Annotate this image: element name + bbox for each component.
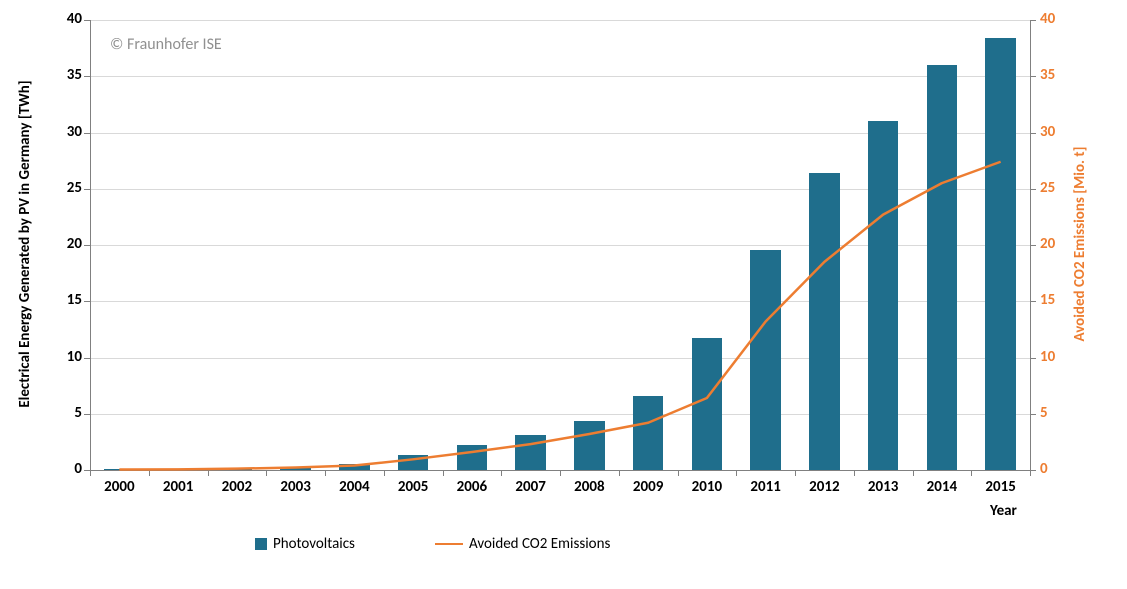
x-tick-label: 2007 <box>501 478 560 496</box>
x-tick-mark <box>501 470 502 476</box>
x-tick-mark <box>971 470 972 476</box>
legend-item-bars: Photovoltaics <box>255 535 355 553</box>
y-left-tick-label: 35 <box>48 66 82 84</box>
y-axis-left-label: Electrical Energy Generated by PV in Ger… <box>16 64 34 424</box>
x-tick-mark <box>619 470 620 476</box>
y-right-tick-label: 25 <box>1040 179 1074 197</box>
x-tick-mark <box>854 470 855 476</box>
legend-swatch-line <box>435 543 463 546</box>
y-left-tick-label: 5 <box>48 404 82 422</box>
x-tick-mark <box>325 470 326 476</box>
plot-area: 0510152025303540051015202530354020002001… <box>90 20 1030 470</box>
line-series <box>90 20 1030 470</box>
x-tick-label: 2006 <box>443 478 502 496</box>
x-tick-label: 2013 <box>854 478 913 496</box>
legend-swatch-bar <box>255 538 267 550</box>
x-tick-label: 2008 <box>560 478 619 496</box>
y-left-tick-label: 0 <box>48 460 82 478</box>
x-axis-label: Year <box>990 502 1017 520</box>
y-left-tick-label: 15 <box>48 291 82 309</box>
x-tick-mark <box>90 470 91 476</box>
y-right-tick-label: 5 <box>1040 404 1074 422</box>
x-tick-mark <box>149 470 150 476</box>
x-tick-label: 2003 <box>266 478 325 496</box>
y-left-tick-label: 10 <box>48 348 82 366</box>
x-tick-label: 2000 <box>90 478 149 496</box>
chart-container: © Fraunhofer ISE Electrical Energy Gener… <box>0 0 1127 589</box>
y-left-tick-label: 30 <box>48 123 82 141</box>
x-tick-mark <box>913 470 914 476</box>
axis-line-right <box>1030 20 1031 470</box>
x-tick-mark <box>208 470 209 476</box>
legend-item-line: Avoided CO2 Emissions <box>435 535 610 553</box>
x-tick-label: 2005 <box>384 478 443 496</box>
y-right-tick-label: 35 <box>1040 66 1074 84</box>
y-right-tick-label: 30 <box>1040 123 1074 141</box>
x-tick-mark <box>560 470 561 476</box>
x-tick-mark <box>736 470 737 476</box>
x-tick-label: 2012 <box>795 478 854 496</box>
y-left-tick-label: 25 <box>48 179 82 197</box>
x-tick-mark <box>266 470 267 476</box>
x-tick-label: 2009 <box>619 478 678 496</box>
x-tick-label: 2010 <box>678 478 737 496</box>
x-tick-label: 2014 <box>913 478 972 496</box>
x-tick-label: 2011 <box>736 478 795 496</box>
x-tick-mark <box>443 470 444 476</box>
legend-label-bars: Photovoltaics <box>273 535 355 553</box>
y-right-tick-label: 20 <box>1040 235 1074 253</box>
x-tick-mark <box>384 470 385 476</box>
x-tick-mark <box>1030 470 1031 476</box>
x-tick-label: 2015 <box>971 478 1030 496</box>
legend: Photovoltaics Avoided CO2 Emissions <box>255 535 610 553</box>
y-left-tick-label: 20 <box>48 235 82 253</box>
y-right-tick-label: 15 <box>1040 291 1074 309</box>
x-tick-label: 2002 <box>208 478 267 496</box>
x-tick-mark <box>795 470 796 476</box>
y-right-tick-label: 0 <box>1040 460 1074 478</box>
x-tick-mark <box>678 470 679 476</box>
y-right-tick-label: 40 <box>1040 10 1074 28</box>
legend-label-line: Avoided CO2 Emissions <box>469 535 610 553</box>
x-tick-label: 2004 <box>325 478 384 496</box>
x-tick-label: 2001 <box>149 478 208 496</box>
y-right-tick-label: 10 <box>1040 348 1074 366</box>
y-left-tick-label: 40 <box>48 10 82 28</box>
